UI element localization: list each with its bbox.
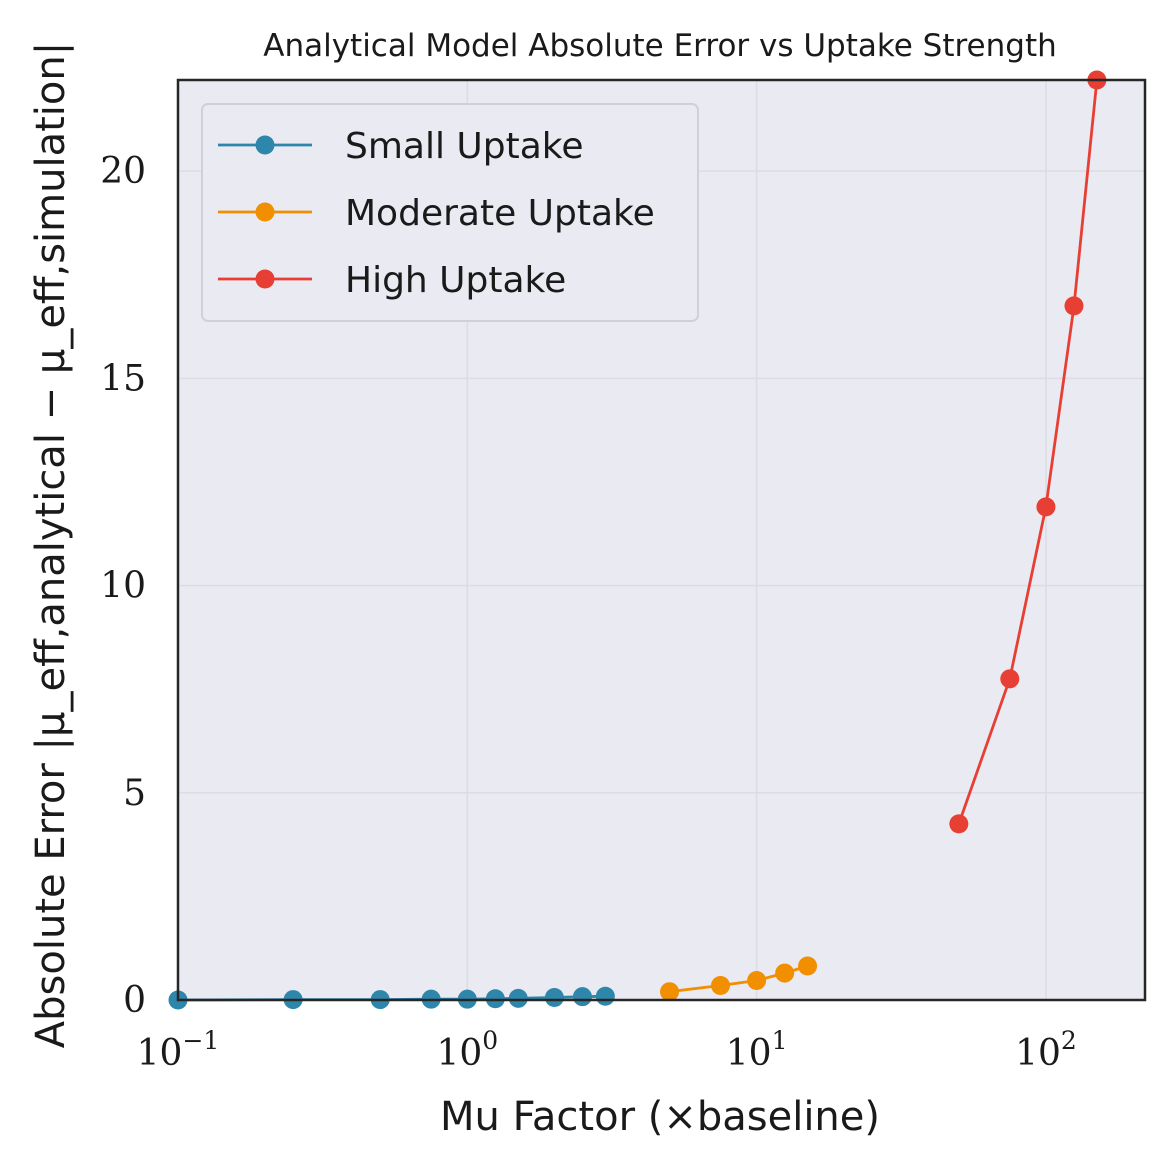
legend-marker xyxy=(255,269,275,289)
data-point xyxy=(660,982,680,1002)
x-tick-label: 100 xyxy=(436,1026,498,1074)
legend: Small Uptake Moderate Uptake High Uptake xyxy=(201,103,699,322)
x-tick-label: 10−1 xyxy=(137,1026,220,1074)
data-point xyxy=(798,956,818,976)
data-point xyxy=(572,987,592,1007)
legend-box xyxy=(201,103,699,322)
x-tick-label: 102 xyxy=(1015,1026,1077,1074)
y-axis-label: Absolute Error |μ_eff,analytical − μ_eff… xyxy=(28,42,74,1048)
x-tick-labels: 10−1 100 101 102 xyxy=(137,1026,1077,1074)
data-point xyxy=(747,971,767,991)
data-point xyxy=(775,963,795,983)
legend-label: High Uptake xyxy=(345,260,566,301)
legend-label: Moderate Uptake xyxy=(345,193,655,234)
y-tick-labels: 0 5 10 15 20 xyxy=(100,151,146,1021)
data-point xyxy=(1000,669,1020,689)
series-2 xyxy=(660,956,818,1002)
legend-marker xyxy=(255,202,275,222)
data-point xyxy=(710,975,730,995)
data-point xyxy=(1064,296,1084,316)
plot-frame xyxy=(176,78,1147,1002)
data-point xyxy=(544,988,564,1008)
legend-label: Small Uptake xyxy=(345,126,584,167)
data-point xyxy=(508,988,528,1008)
data-point xyxy=(1036,497,1056,517)
data-point xyxy=(949,814,969,834)
chart-title: Analytical Model Absolute Error vs Uptak… xyxy=(263,28,1057,64)
x-axis-label: Mu Factor (×baseline) xyxy=(440,1094,880,1140)
data-point xyxy=(595,986,615,1006)
y-tick-label: 10 xyxy=(100,566,146,607)
y-tick-label: 0 xyxy=(123,980,146,1021)
legend-marker xyxy=(255,135,275,155)
y-tick-label: 5 xyxy=(123,773,146,814)
y-tick-label: 20 xyxy=(100,151,146,192)
y-tick-label: 15 xyxy=(100,358,146,399)
x-tick-label: 101 xyxy=(726,1026,788,1074)
